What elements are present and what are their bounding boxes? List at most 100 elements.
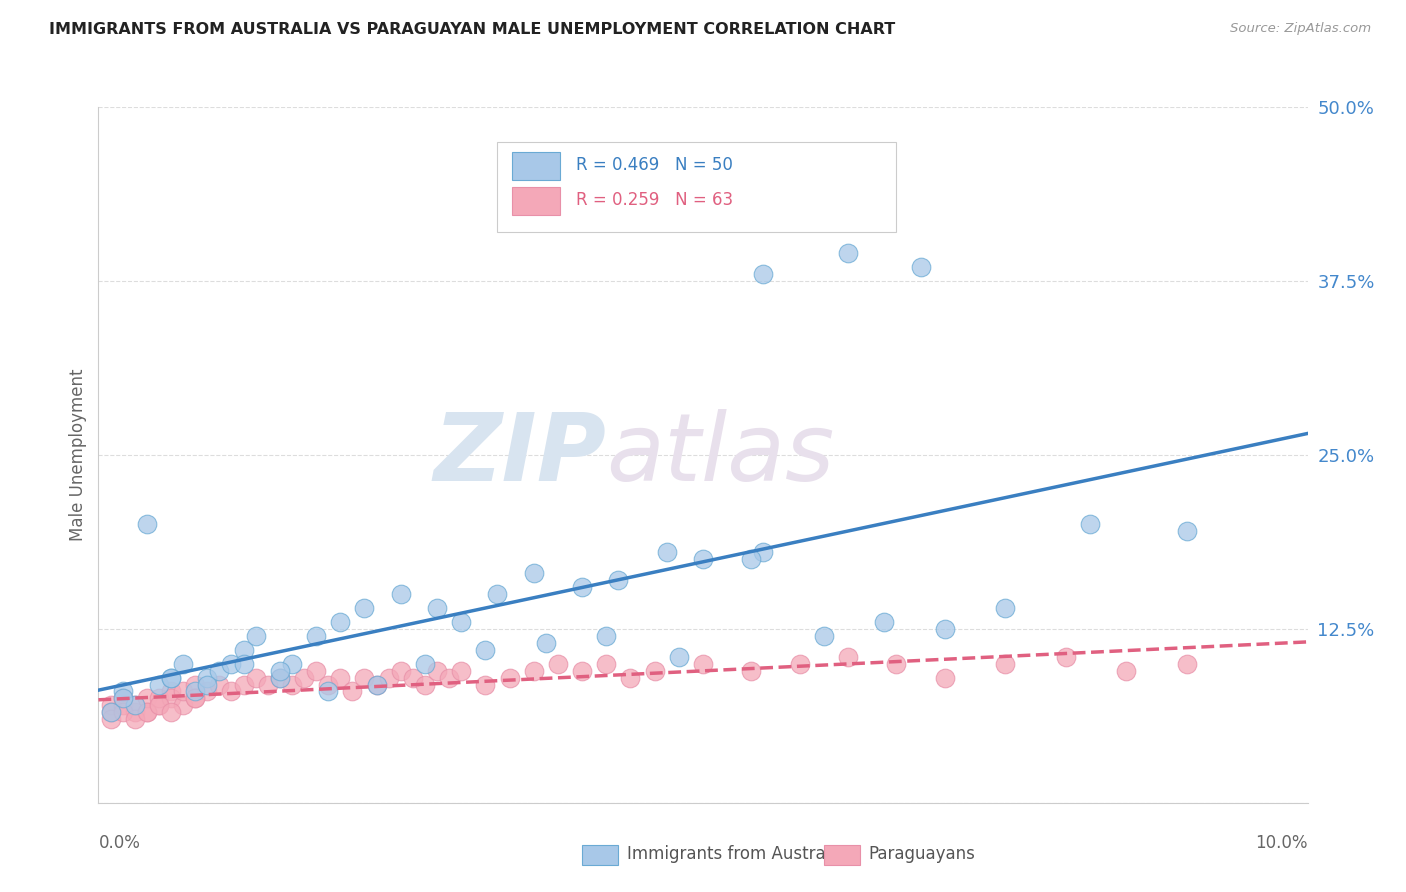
Point	[208, 677, 231, 691]
Point	[111, 698, 134, 713]
Point	[547, 657, 569, 671]
Point	[655, 545, 678, 559]
Point	[934, 622, 956, 636]
Point	[474, 677, 496, 691]
Point	[160, 706, 183, 720]
Point	[389, 587, 412, 601]
Point	[111, 691, 134, 706]
Point	[571, 580, 593, 594]
Point	[195, 677, 218, 691]
Point	[353, 601, 375, 615]
Point	[111, 684, 134, 698]
Point	[135, 517, 157, 532]
Point	[281, 657, 304, 671]
Point	[437, 671, 460, 685]
Point	[342, 684, 364, 698]
Point	[1175, 524, 1198, 539]
Point	[389, 664, 412, 678]
Point	[172, 698, 194, 713]
Point	[269, 664, 291, 678]
Point	[111, 691, 134, 706]
Point	[208, 664, 231, 678]
Point	[813, 629, 835, 643]
Point	[740, 552, 762, 566]
Y-axis label: Male Unemployment: Male Unemployment	[69, 368, 87, 541]
Point	[135, 706, 157, 720]
Point	[221, 657, 243, 671]
Point	[195, 684, 218, 698]
Point	[124, 698, 146, 713]
Point	[353, 671, 375, 685]
Point	[160, 671, 183, 685]
Point	[752, 545, 775, 559]
Point	[172, 684, 194, 698]
Point	[184, 691, 207, 706]
Point	[366, 677, 388, 691]
Point	[160, 691, 183, 706]
Point	[135, 706, 157, 720]
Point	[232, 677, 254, 691]
Point	[232, 642, 254, 657]
Text: R = 0.259   N = 63: R = 0.259 N = 63	[576, 191, 733, 210]
Point	[934, 671, 956, 685]
Point	[413, 677, 436, 691]
Point	[886, 657, 908, 671]
Point	[184, 684, 207, 698]
Point	[994, 657, 1017, 671]
Point	[100, 698, 122, 713]
Point	[668, 649, 690, 664]
Point	[124, 698, 146, 713]
Point	[135, 691, 157, 706]
Point	[100, 706, 122, 720]
Point	[1115, 664, 1137, 678]
Text: R = 0.469   N = 50: R = 0.469 N = 50	[576, 156, 733, 175]
Point	[316, 684, 339, 698]
Point	[245, 671, 267, 685]
Point	[100, 712, 122, 726]
Text: ZIP: ZIP	[433, 409, 606, 501]
Point	[111, 706, 134, 720]
FancyBboxPatch shape	[498, 142, 897, 232]
Point	[595, 657, 617, 671]
Point	[148, 677, 170, 691]
FancyBboxPatch shape	[824, 845, 860, 865]
Point	[269, 671, 291, 685]
Point	[1054, 649, 1077, 664]
Point	[184, 677, 207, 691]
Point	[1175, 657, 1198, 671]
Point	[426, 664, 449, 678]
Point	[426, 601, 449, 615]
Point	[269, 671, 291, 685]
Point	[245, 629, 267, 643]
Point	[184, 691, 207, 706]
Point	[910, 260, 932, 274]
Point	[837, 649, 859, 664]
Point	[305, 664, 328, 678]
Point	[195, 671, 218, 685]
Point	[124, 712, 146, 726]
Point	[534, 636, 557, 650]
Point	[221, 684, 243, 698]
Text: atlas: atlas	[606, 409, 835, 500]
Text: Immigrants from Australia: Immigrants from Australia	[627, 846, 845, 863]
Point	[595, 629, 617, 643]
Point	[292, 671, 315, 685]
Point	[148, 698, 170, 713]
Point	[450, 615, 472, 629]
Point	[644, 664, 666, 678]
Point	[402, 671, 425, 685]
Point	[994, 601, 1017, 615]
Point	[124, 706, 146, 720]
Point	[1078, 517, 1101, 532]
Point	[474, 642, 496, 657]
Point	[281, 677, 304, 691]
Point	[789, 657, 811, 671]
Point	[523, 566, 546, 581]
Point	[619, 671, 641, 685]
Point	[413, 657, 436, 671]
Point	[523, 664, 546, 678]
Text: Paraguayans: Paraguayans	[869, 846, 976, 863]
Point	[100, 706, 122, 720]
Point	[160, 684, 183, 698]
Point	[256, 677, 278, 691]
